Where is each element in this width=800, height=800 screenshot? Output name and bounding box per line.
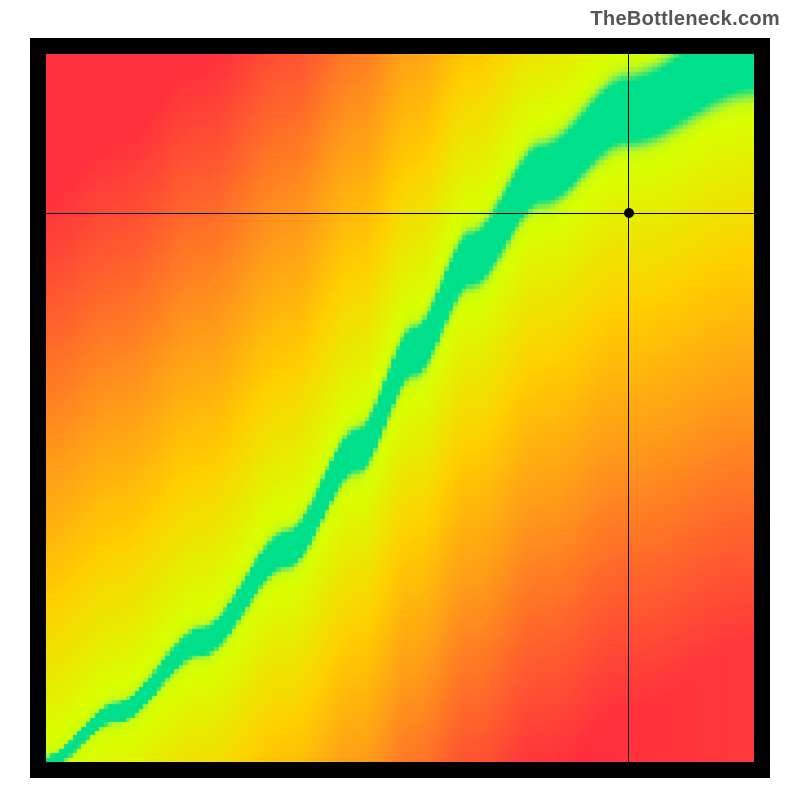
heatmap-canvas xyxy=(46,54,754,762)
attribution-label: TheBottleneck.com xyxy=(590,8,780,31)
chart-container: TheBottleneck.com xyxy=(0,0,800,800)
heatmap-plot xyxy=(30,38,770,778)
